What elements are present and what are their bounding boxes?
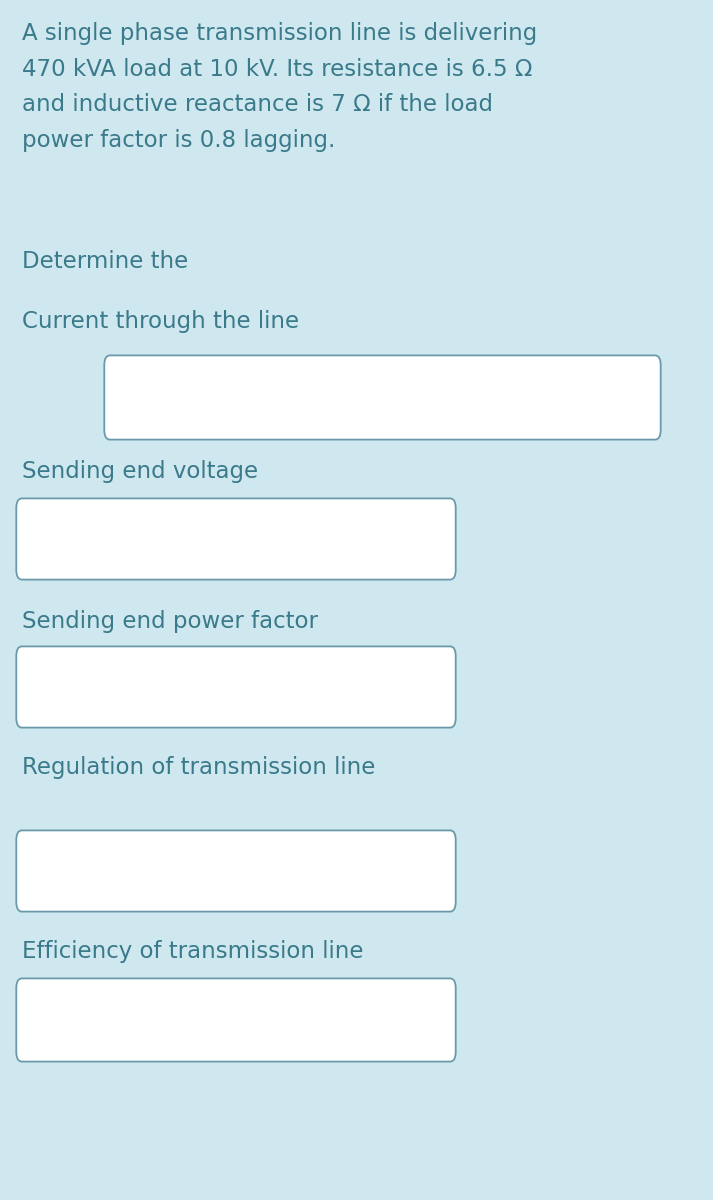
FancyBboxPatch shape [104, 355, 661, 439]
Text: Determine the: Determine the [22, 250, 188, 272]
Text: Sending end power factor: Sending end power factor [22, 610, 318, 634]
Text: Regulation of transmission line: Regulation of transmission line [22, 756, 375, 779]
Text: Efficiency of transmission line: Efficiency of transmission line [22, 940, 364, 962]
Text: Sending end voltage: Sending end voltage [22, 460, 258, 482]
FancyBboxPatch shape [16, 978, 456, 1062]
FancyBboxPatch shape [16, 647, 456, 727]
Text: Current through the line: Current through the line [22, 310, 299, 332]
FancyBboxPatch shape [16, 498, 456, 580]
FancyBboxPatch shape [16, 830, 456, 912]
Text: A single phase transmission line is delivering
470 kVA load at 10 kV. Its resist: A single phase transmission line is deli… [22, 22, 538, 151]
